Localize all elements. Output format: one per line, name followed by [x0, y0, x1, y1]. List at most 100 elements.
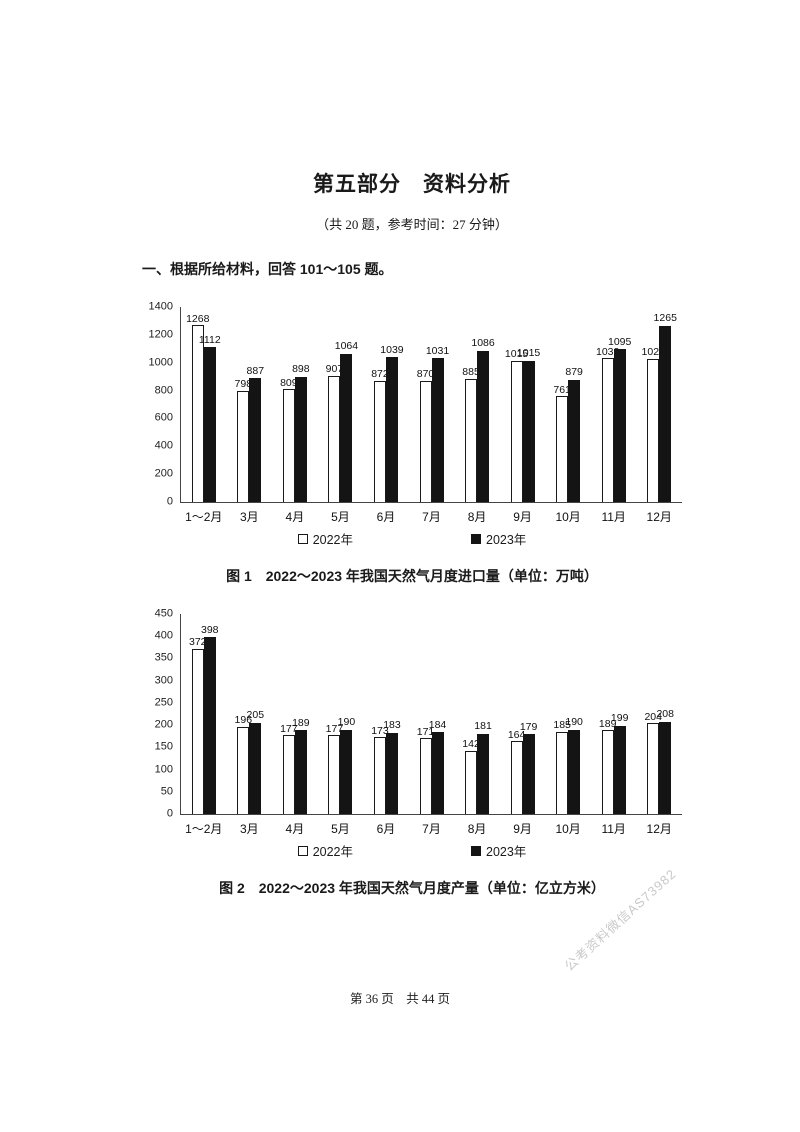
bar-pair: 185 190	[553, 717, 583, 814]
page-subtitle: （共 20 题，参考时间：27 分钟）	[316, 217, 508, 232]
y-tick-label: 0	[166, 807, 173, 820]
bar-group: 1268 1112 1～2月	[181, 307, 227, 524]
bar-2022年-10月: 185	[553, 720, 571, 814]
x-axis-label: 4月	[285, 822, 305, 836]
x-axis-label: 1～2月	[185, 510, 223, 524]
plot-area: 1268 1112 1～2月 798 887 3月 809 898 4月 907 1064 5月 872…	[180, 307, 682, 524]
y-tick-label: 1400	[148, 300, 173, 313]
bar-group: 164 179 9月	[500, 614, 546, 836]
x-axis-label: 10月	[555, 510, 581, 524]
y-axis: 0 50 100 150 200 250 300 350 400 450	[142, 608, 180, 819]
y-tick-label: 350	[154, 651, 173, 664]
y-tick-label: 150	[154, 740, 173, 753]
bar-2023年-7月: 1031	[426, 346, 449, 502]
figure-2-block: 0 50 100 150 200 250 300 350 400 450 372 398 1～2月 196…	[142, 608, 682, 898]
section-heading: 一、根据所给材料，回答 101～105 题。	[142, 261, 393, 277]
bar-2023年-1～2月: 1112	[199, 335, 221, 502]
y-tick-label: 200	[154, 718, 173, 731]
legend-label-2023: 2023年	[486, 845, 527, 859]
bar-pair: 798 887	[235, 366, 264, 502]
bar-2022年-6月: 872	[371, 369, 389, 502]
bar-value-label: 1028	[641, 346, 665, 359]
bar-value-label: 205	[246, 709, 265, 722]
bar-value-label: 372	[189, 636, 207, 649]
bar-group: 177 190 5月	[318, 614, 364, 836]
x-axis-label: 3月	[239, 510, 259, 524]
x-axis-label: 4月	[285, 510, 305, 524]
bar-2023年-4月: 898	[292, 364, 310, 502]
plot-area: 372 398 1～2月 196 205 3月 177 189 4月 177 190 5月 173 183…	[180, 614, 682, 836]
bar-2022年-7月: 171	[417, 726, 434, 814]
bar-value-label: 870	[416, 368, 435, 381]
legend-label-2023: 2023年	[486, 533, 527, 547]
legend-item-2023: 2023年	[471, 841, 526, 860]
bar-2023年-5月: 1064	[335, 341, 358, 502]
bar-group: 872 1039 6月	[363, 307, 409, 524]
bar-pair: 164 179	[508, 722, 537, 814]
bar-2022年-11月: 189	[599, 718, 616, 814]
bar-value-label: 872	[371, 368, 389, 381]
bar-2023年-5月: 190	[338, 717, 355, 814]
bar-2023年-11月: 199	[611, 713, 628, 814]
bar-group: 870 1031 7月	[409, 307, 455, 524]
bar-value-label: 189	[292, 716, 310, 729]
bar-value-label: 179	[519, 720, 538, 733]
bar-value-label: 1039	[380, 343, 404, 356]
bar-pair: 907 1064	[326, 341, 358, 502]
y-tick-label: 400	[154, 629, 173, 642]
bar-2022年-4月: 809	[280, 378, 298, 502]
bar-2022年-5月: 907	[326, 364, 343, 502]
bar-value-label: 164	[507, 728, 526, 741]
figure-2-bar-chart: 0 50 100 150 200 250 300 350 400 450 372 398 1～2月 196…	[142, 608, 682, 836]
bar-pair: 1028 1265	[642, 313, 677, 502]
x-axis-label: 5月	[331, 822, 350, 836]
bar-group: 1015 1015 9月	[500, 307, 546, 524]
bar-pair: 870 1031	[416, 346, 449, 502]
bar-value-label: 199	[610, 712, 629, 725]
bar-2023年-12月: 1265	[654, 313, 677, 502]
bar-group: 885 1086 8月	[454, 307, 500, 524]
bar-2023年-8月: 181	[474, 721, 492, 814]
bar-value-label: 177	[280, 722, 298, 735]
y-tick-label: 300	[154, 674, 173, 687]
y-tick-label: 250	[154, 696, 173, 709]
bar-value-label: 1268	[186, 312, 210, 325]
bar-2023年-6月: 183	[383, 720, 401, 814]
bar-2023年-3月: 205	[247, 710, 264, 814]
bar-pair: 761 879	[553, 367, 583, 502]
bar-group: 173 183 6月	[363, 614, 409, 836]
bar-group: 142 181 8月	[454, 614, 500, 836]
bar-value-label: 907	[325, 363, 344, 376]
bar-value-label: 173	[371, 724, 389, 737]
bar-value-label: 171	[416, 725, 435, 738]
bar-value-label: 208	[656, 708, 674, 721]
legend-label-2022: 2022年	[312, 845, 353, 859]
bar-value-label: 204	[644, 710, 662, 723]
bar-2022年-5月: 177	[326, 724, 343, 814]
bar-value-label: 398	[201, 623, 219, 636]
bar-pair: 177 190	[326, 717, 355, 814]
legend-item-2023: 2023年	[471, 529, 526, 548]
bar-2022年-3月: 798	[235, 379, 252, 502]
bar-2023年-3月: 887	[247, 366, 264, 502]
bar-value-label: 885	[462, 366, 480, 379]
x-axis-label: 11月	[601, 822, 626, 836]
bar-value-label: 189	[598, 717, 617, 730]
bar-2023年-8月: 1086	[471, 338, 495, 502]
bar-group: 798 887 3月	[227, 307, 273, 524]
bar-2022年-11月: 1032	[596, 347, 619, 502]
bar-pair: 196 205	[235, 710, 264, 814]
x-axis-label: 7月	[422, 510, 441, 524]
figure-1-legend: 2022年 2023年	[142, 529, 682, 548]
figure-2-legend: 2022年 2023年	[142, 841, 682, 860]
bar-2023年-10月: 879	[565, 367, 583, 502]
bar-2022年-9月: 1015	[505, 349, 528, 502]
bar-2023年-9月: 179	[520, 722, 537, 814]
legend-swatch-2022	[297, 533, 308, 544]
bar-value-label: 809	[280, 376, 298, 389]
x-axis-label: 8月	[467, 510, 487, 524]
x-axis-label: 12月	[646, 822, 672, 836]
content-column: 第五部分 资料分析 （共 20 题，参考时间：27 分钟） 一、根据所给材料，回…	[142, 168, 682, 898]
bar-value-label: 181	[474, 720, 492, 733]
bar-2022年-6月: 173	[371, 726, 389, 814]
